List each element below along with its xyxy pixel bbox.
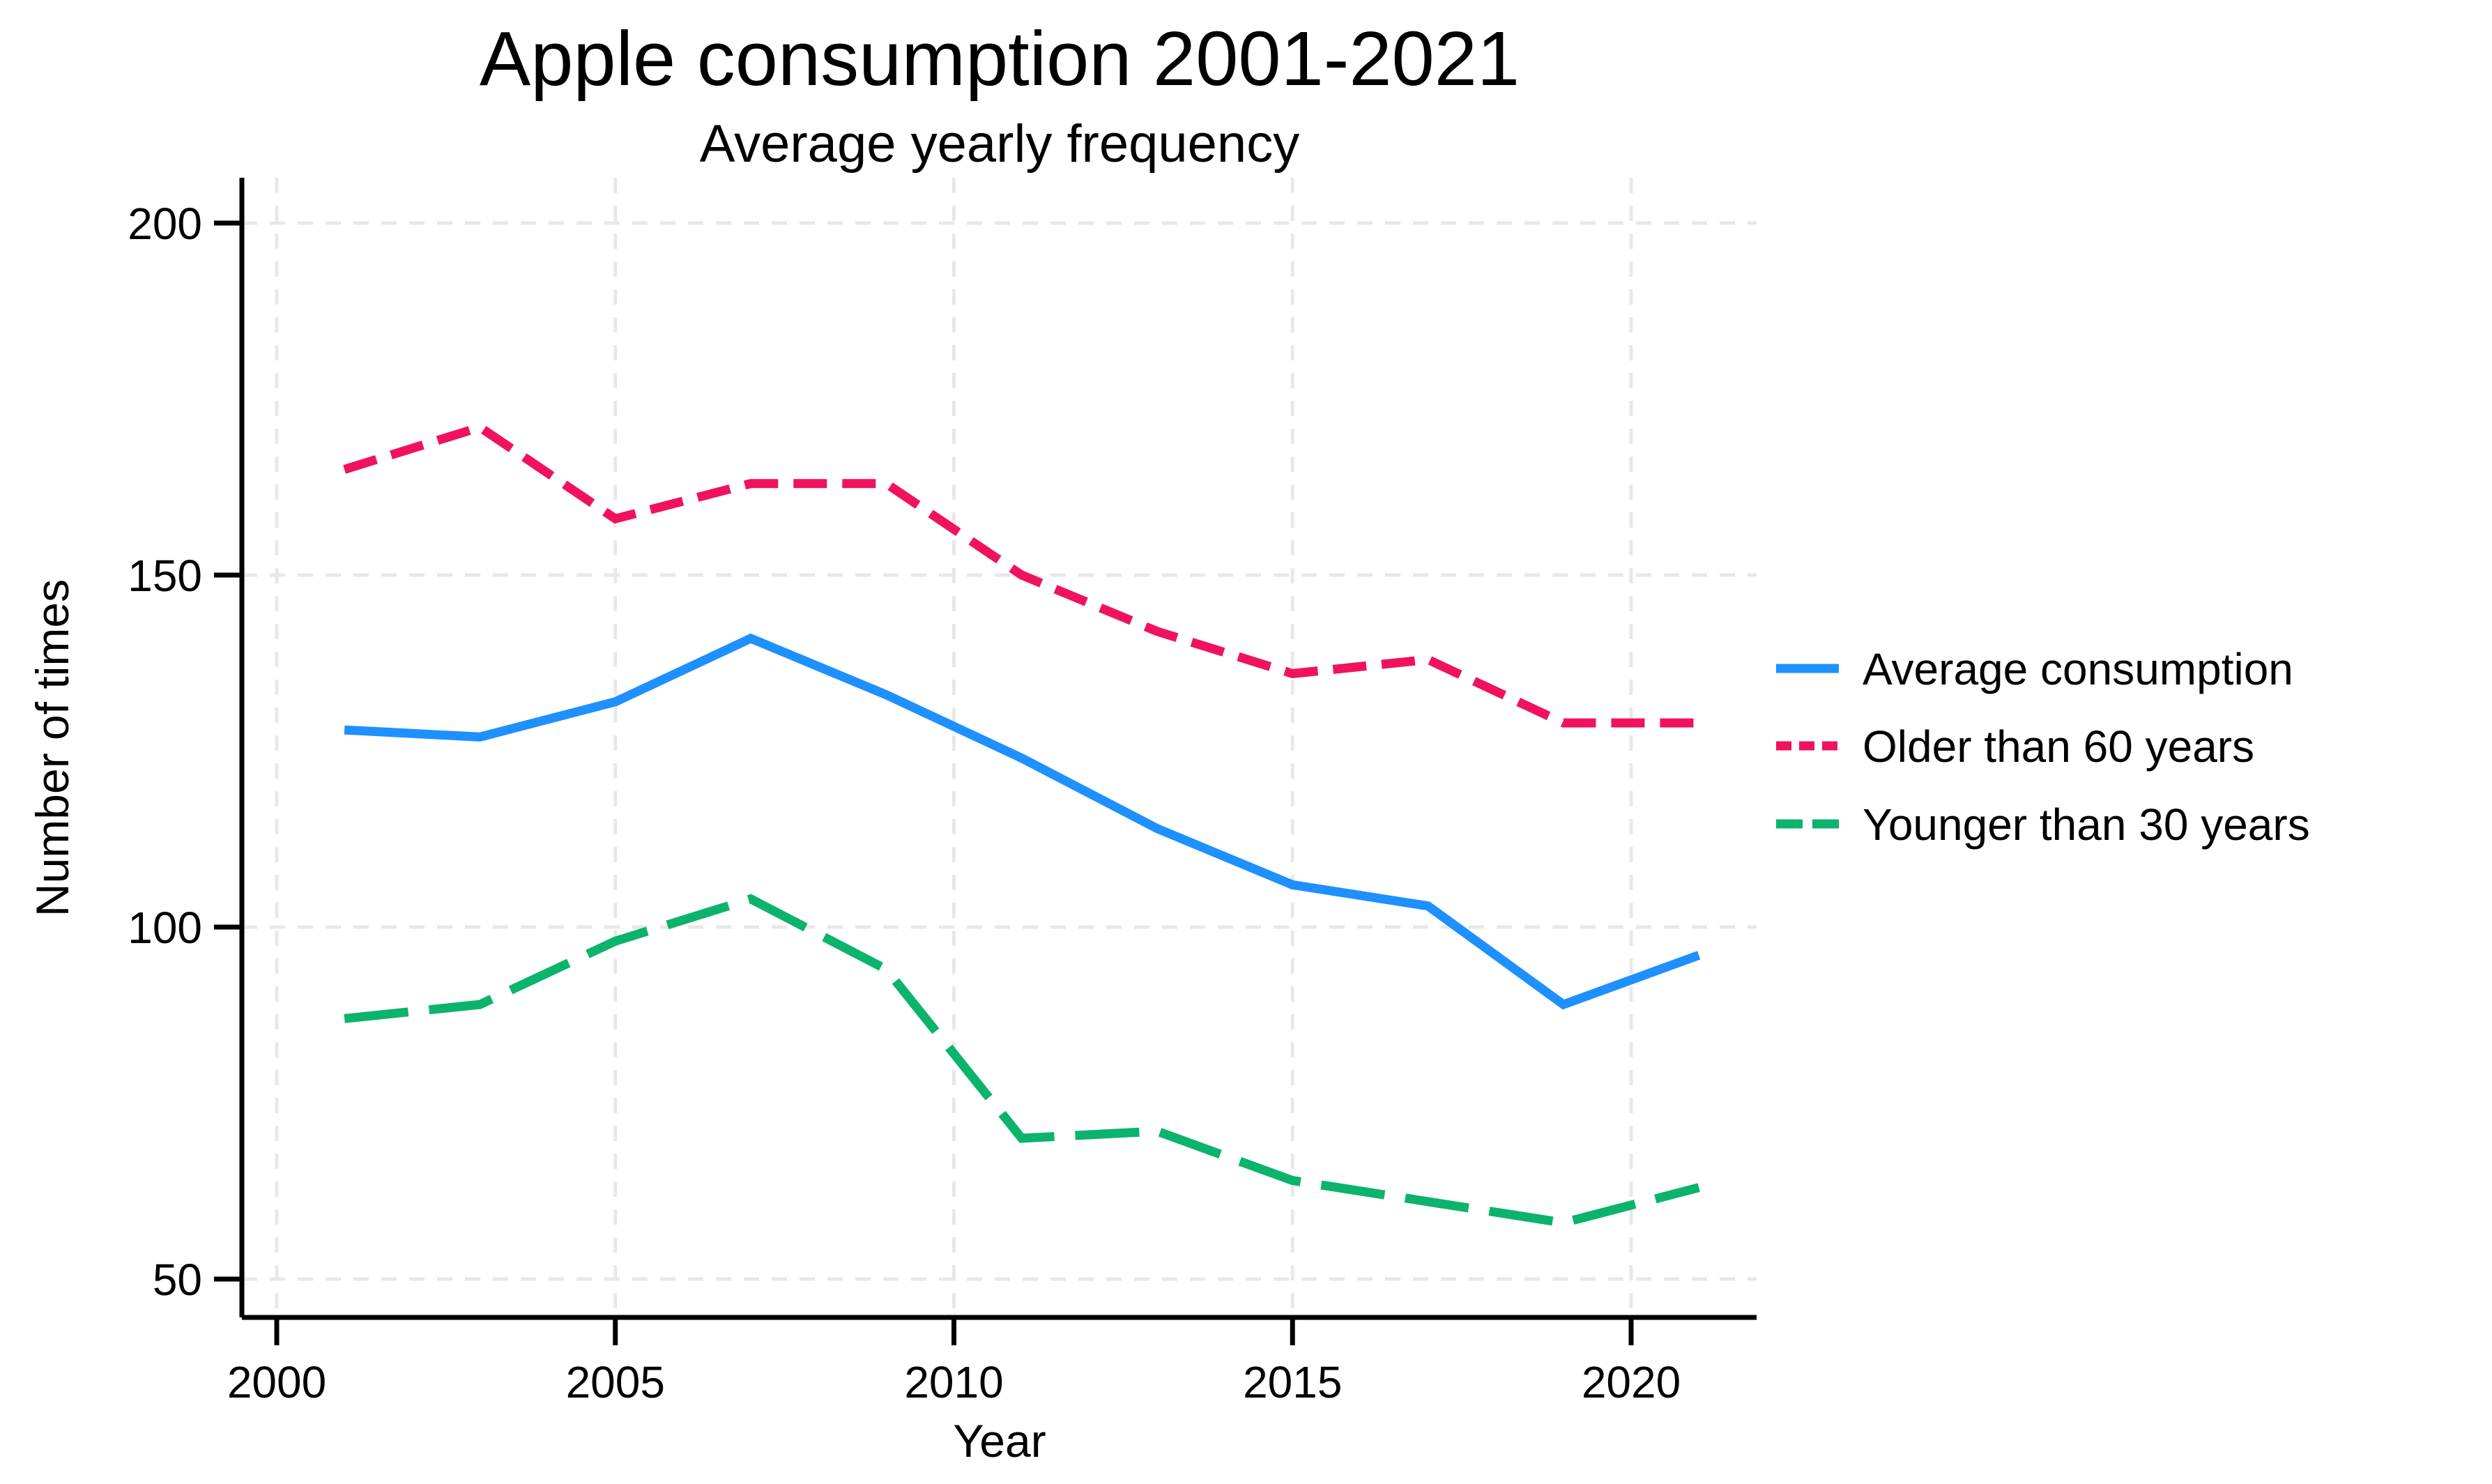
series-line-younger-than-30-years <box>344 894 1700 1227</box>
chart-subtitle: Average yearly frequency <box>700 114 1299 174</box>
y-axis-title: Number of times <box>26 579 78 917</box>
gridlines <box>242 178 1757 1317</box>
x-axis-title: Year <box>953 1415 1046 1467</box>
y-ticks: 200 150 100 50 <box>128 199 242 1305</box>
legend-label-1: Average consumption <box>1863 644 2293 694</box>
chart-title: Apple consumption 2001-2021 <box>480 16 1520 102</box>
y-tick-label: 50 <box>153 1255 202 1305</box>
x-tick-label: 2010 <box>904 1357 1003 1407</box>
series-line-older-than-60-years <box>343 422 1699 728</box>
series-line-average-consumption <box>344 633 1701 1010</box>
x-tick-label: 2000 <box>227 1357 326 1407</box>
x-ticks: 2000 2005 2010 2015 2020 <box>227 1317 1681 1407</box>
legend-label-2: Older than 60 years <box>1863 721 2254 772</box>
x-tick-label: 2005 <box>566 1357 665 1407</box>
y-tick-label: 150 <box>128 551 202 601</box>
y-tick-label: 200 <box>128 199 202 249</box>
y-tick-label: 100 <box>128 903 202 953</box>
axes <box>239 178 1757 1320</box>
legend-label-3: Younger than 30 years <box>1863 800 2310 850</box>
legend: Average consumption Older than 60 years Yo… <box>1776 644 2310 850</box>
x-tick-label: 2020 <box>1582 1357 1681 1407</box>
series-lines <box>343 422 1701 1227</box>
x-tick-label: 2015 <box>1243 1357 1342 1407</box>
